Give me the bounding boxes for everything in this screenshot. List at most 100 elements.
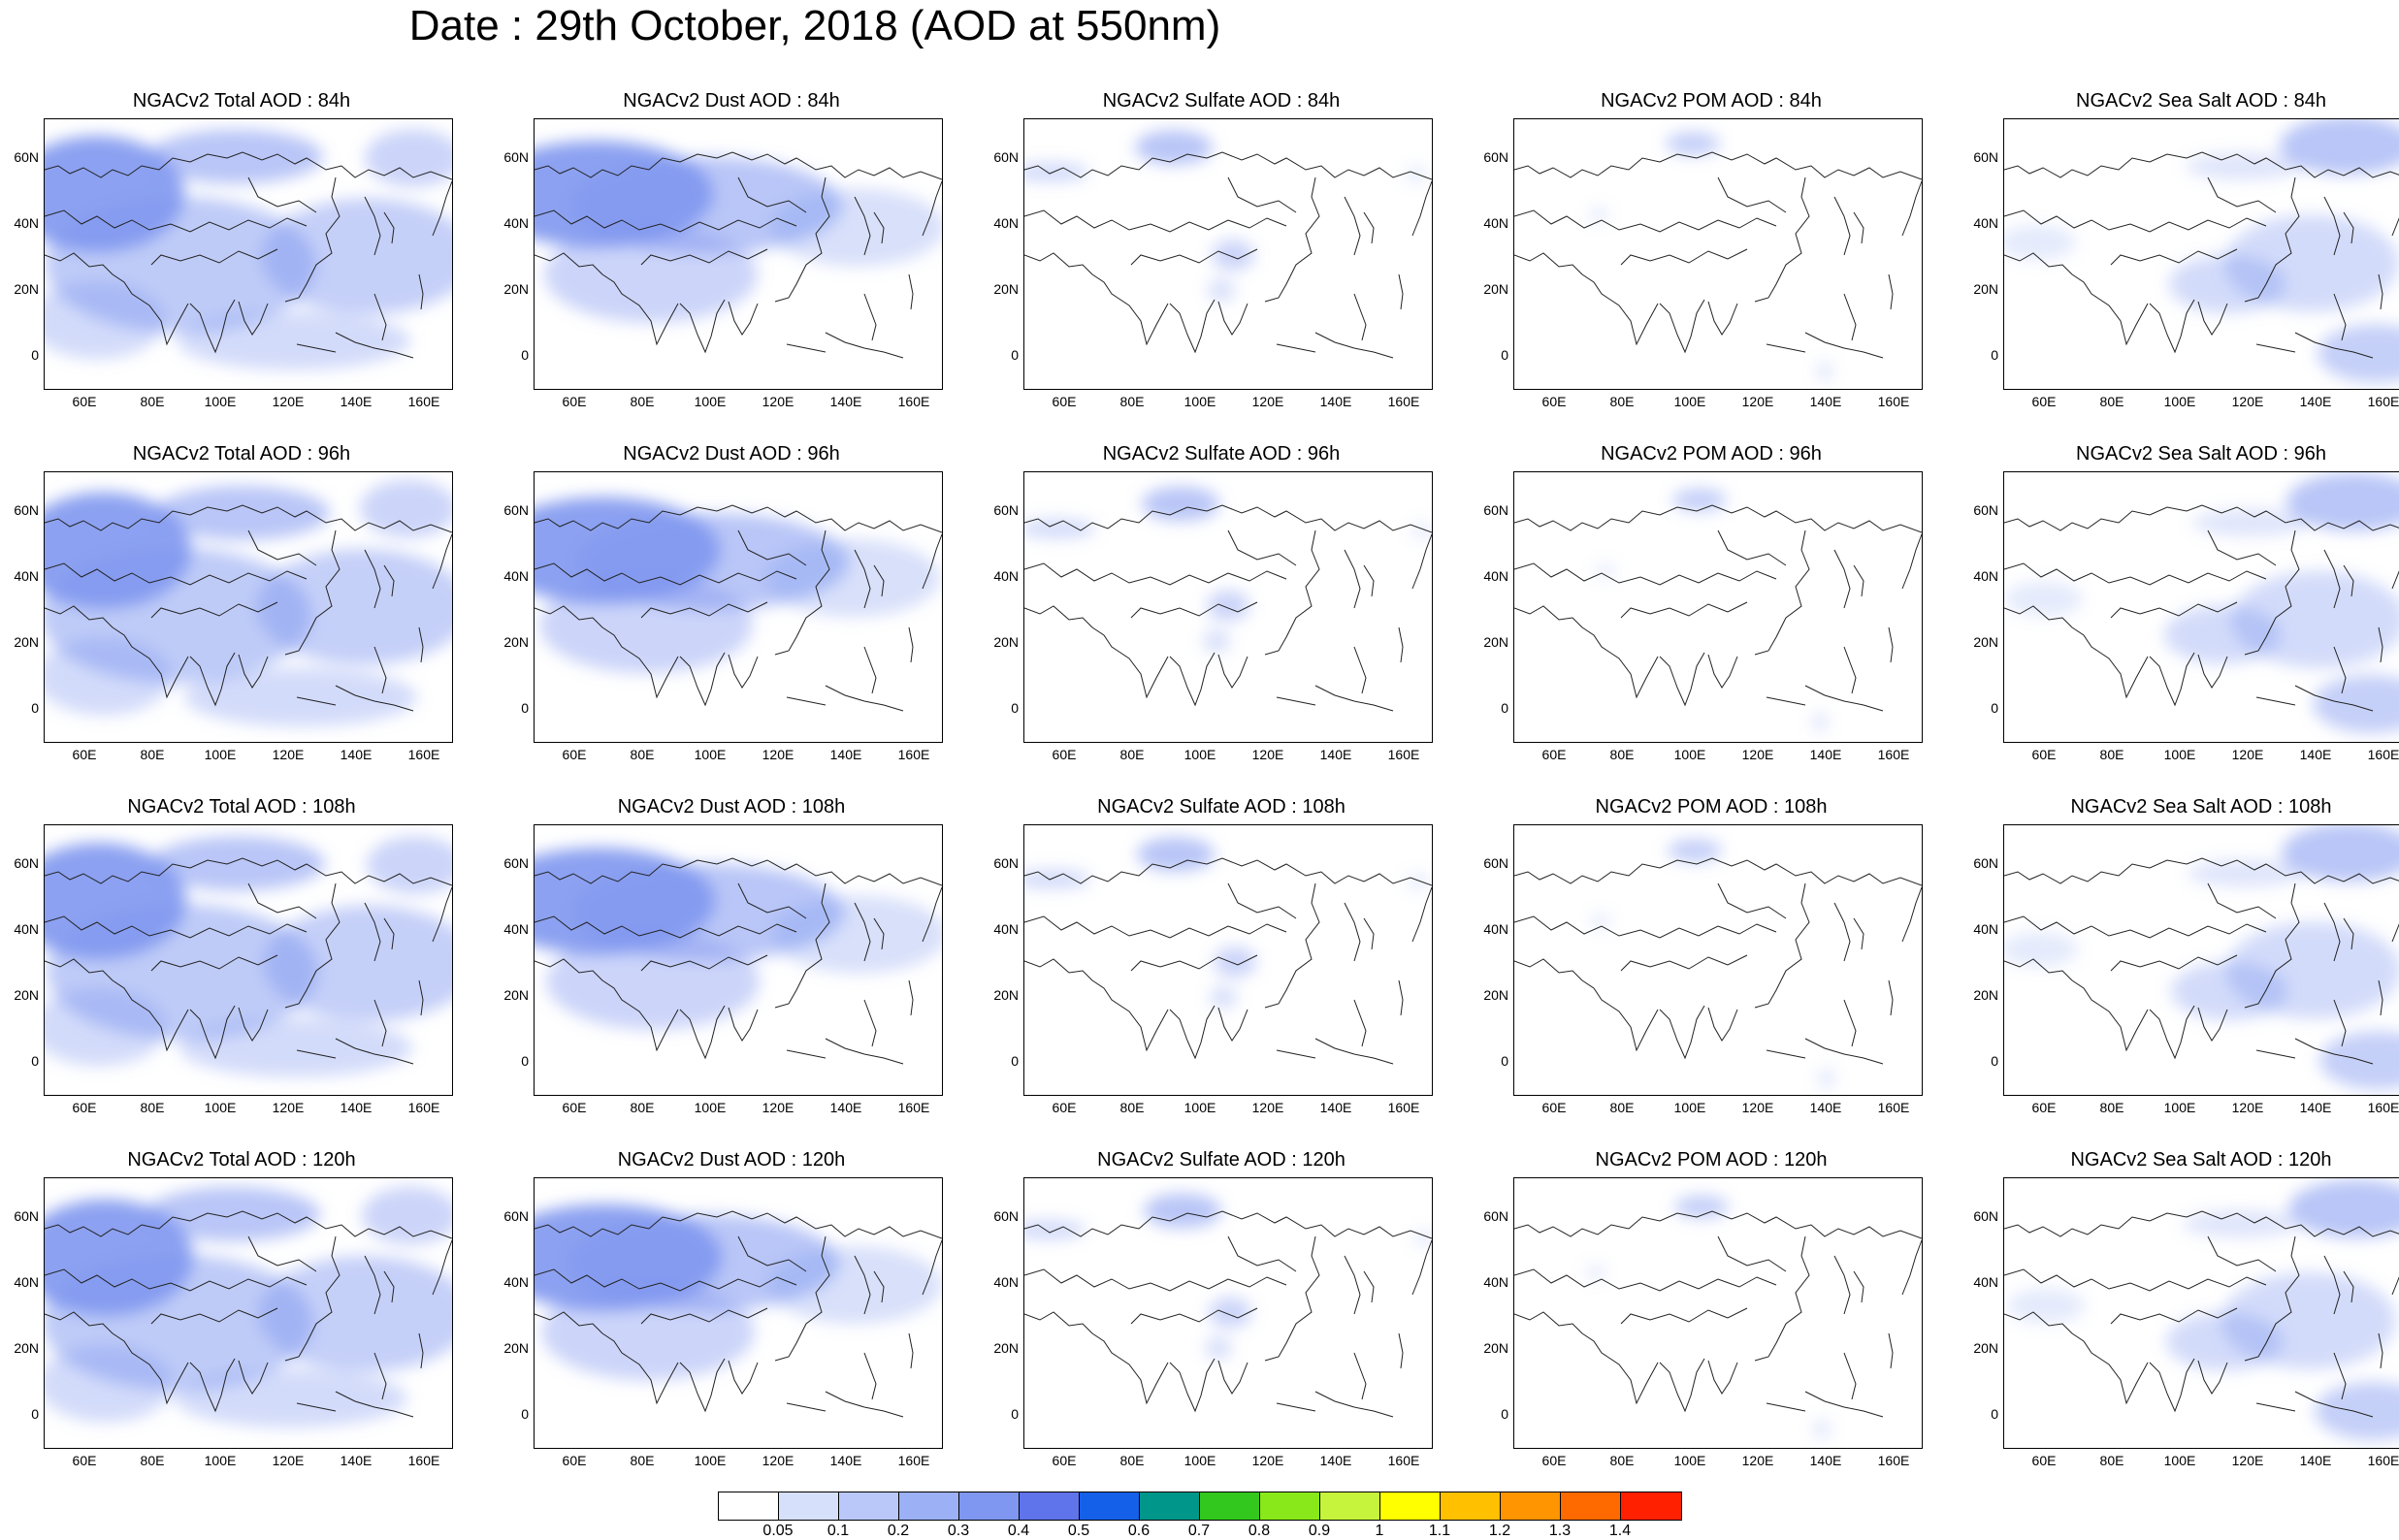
map-panel: NGACv2 Total AOD : 108h 60N 40N 20N 0 60E 80E 1…: [2, 789, 481, 1115]
lat-tick-label: 20N: [1483, 987, 1508, 1003]
colorbar-label: 0.5: [1067, 1523, 1090, 1539]
lon-tick-label: 100E: [694, 394, 727, 409]
aod-map: [1513, 1177, 1923, 1449]
panel-title: NGACv2 Sulfate AOD : 108h: [1097, 796, 1345, 818]
lat-tick-label: 60N: [14, 1208, 39, 1224]
lat-tick-label: 40N: [993, 568, 1019, 584]
lon-tick-label: 80E: [630, 747, 655, 762]
colorbar-swatch: [1260, 1492, 1320, 1520]
lon-tick-label: 100E: [1183, 394, 1216, 409]
lon-tick-label: 60E: [1052, 1453, 1077, 1468]
lat-tick-label: 0: [1011, 1406, 1019, 1422]
lon-tick-label: 160E: [1877, 747, 1910, 762]
lon-tick-label: 140E: [340, 747, 373, 762]
lat-tick-label: 0: [31, 347, 39, 363]
panel-title: NGACv2 Dust AOD : 108h: [617, 796, 846, 818]
lat-tick-label: 20N: [1483, 281, 1508, 297]
lat-tick-label: 60N: [14, 855, 39, 871]
lat-tick-label: 0: [521, 700, 529, 716]
map-panel: NGACv2 POM AOD : 84h 60N 40N 20N 0 60E 80E 100E…: [1472, 83, 1951, 409]
map-panel: NGACv2 POM AOD : 96h 60N 40N 20N 0 60E 80E 100E…: [1472, 436, 1951, 762]
lat-tick-label: 0: [521, 347, 529, 363]
colorbar-label: 0.2: [887, 1523, 910, 1539]
lat-tick-label: 40N: [1483, 568, 1508, 584]
lat-tick-label: 60N: [993, 502, 1019, 518]
map-panel: NGACv2 Total AOD : 84h 60N 40N 20N 0 60E 80E 10…: [2, 83, 481, 409]
lon-tick-label: 100E: [1183, 1453, 1216, 1468]
lat-tick-label: 40N: [1483, 1274, 1508, 1290]
lon-tick-label: 160E: [1387, 1453, 1420, 1468]
lat-tick-label: 0: [1011, 347, 1019, 363]
lat-tick-label: 40N: [993, 1274, 1019, 1290]
lon-tick-label: 160E: [407, 747, 440, 762]
aod-map: [1023, 824, 1433, 1096]
colorbar-swatch: [719, 1492, 779, 1520]
lon-tick-label: 80E: [2099, 394, 2124, 409]
panel-title: NGACv2 Dust AOD : 120h: [617, 1149, 846, 1171]
lon-tick-label: 80E: [1609, 1453, 1635, 1468]
lon-tick-label: 140E: [1319, 1100, 1352, 1115]
colorbar-label: 0.3: [947, 1523, 970, 1539]
lat-tick-label: 20N: [1973, 987, 1998, 1003]
panel-title: NGACv2 Sea Salt AOD : 108h: [2070, 796, 2332, 818]
lon-tick-label: 80E: [1609, 1100, 1635, 1115]
map-panel: NGACv2 Sea Salt AOD : 84h 60N 40N 20N 0 60E 80…: [1961, 83, 2399, 409]
colorbar-label: 1: [1375, 1523, 1384, 1539]
panel-title: NGACv2 Total AOD : 84h: [132, 90, 351, 112]
lon-tick-label: 60E: [2031, 394, 2057, 409]
lat-tick-label: 60N: [993, 855, 1019, 871]
lon-tick-label: 100E: [204, 394, 237, 409]
aod-map: [44, 118, 453, 390]
lon-tick-label: 100E: [2163, 1100, 2196, 1115]
colorbar-label: 0.9: [1308, 1523, 1331, 1539]
lon-tick-label: 60E: [562, 394, 587, 409]
lat-tick-label: 40N: [1973, 921, 1998, 937]
lon-tick-label: 100E: [1673, 747, 1706, 762]
lat-tick-label: 60N: [1483, 1208, 1508, 1224]
lon-tick-label: 60E: [2031, 1453, 2057, 1468]
lat-tick-label: 20N: [503, 987, 529, 1003]
lon-tick-label: 60E: [562, 1453, 587, 1468]
aod-map: [1023, 471, 1433, 743]
lat-tick-label: 0: [31, 700, 39, 716]
lat-tick-label: 60N: [1973, 502, 1998, 518]
map-panel: NGACv2 Dust AOD : 108h 60N 40N 20N 0 60E 80E 10…: [492, 789, 971, 1115]
lon-tick-label: 160E: [2367, 1100, 2399, 1115]
lon-tick-label: 80E: [1609, 394, 1635, 409]
lat-tick-label: 60N: [14, 502, 39, 518]
lon-tick-label: 60E: [1541, 1453, 1567, 1468]
lat-tick-label: 0: [31, 1053, 39, 1069]
map-panel: NGACv2 Dust AOD : 120h 60N 40N 20N 0 60E 80E 10…: [492, 1142, 971, 1468]
lon-tick-label: 160E: [897, 1100, 930, 1115]
lon-tick-label: 140E: [2299, 394, 2332, 409]
lat-tick-label: 20N: [1973, 281, 1998, 297]
lat-tick-label: 20N: [993, 987, 1019, 1003]
lat-tick-label: 0: [1991, 1406, 1998, 1422]
lon-tick-label: 60E: [1052, 394, 1077, 409]
lon-tick-label: 100E: [694, 1453, 727, 1468]
lat-tick-label: 40N: [14, 568, 39, 584]
colorbar-swatch: [779, 1492, 839, 1520]
lon-tick-label: 60E: [562, 747, 587, 762]
lon-tick-label: 120E: [762, 747, 794, 762]
lat-tick-label: 0: [1991, 347, 1998, 363]
lon-tick-label: 60E: [1052, 1100, 1077, 1115]
aod-map: [2003, 118, 2399, 390]
lon-tick-label: 80E: [2099, 747, 2124, 762]
panel-title: NGACv2 Sulfate AOD : 96h: [1102, 443, 1341, 465]
lon-tick-label: 140E: [1319, 1453, 1352, 1468]
colorbar: [718, 1492, 1682, 1521]
lat-tick-label: 20N: [993, 634, 1019, 650]
aod-map: [44, 471, 453, 743]
lat-tick-label: 0: [1991, 1053, 1998, 1069]
aod-map: [1513, 471, 1923, 743]
colorbar-label: 1.2: [1488, 1523, 1511, 1539]
lon-tick-label: 80E: [1119, 1100, 1145, 1115]
lon-tick-label: 80E: [1119, 394, 1145, 409]
lon-tick-label: 80E: [140, 394, 165, 409]
lon-tick-label: 120E: [1251, 1100, 1284, 1115]
lon-tick-label: 100E: [1673, 394, 1706, 409]
lat-tick-label: 0: [31, 1406, 39, 1422]
colorbar-label: 1.1: [1428, 1523, 1451, 1539]
lon-tick-label: 60E: [1541, 394, 1567, 409]
